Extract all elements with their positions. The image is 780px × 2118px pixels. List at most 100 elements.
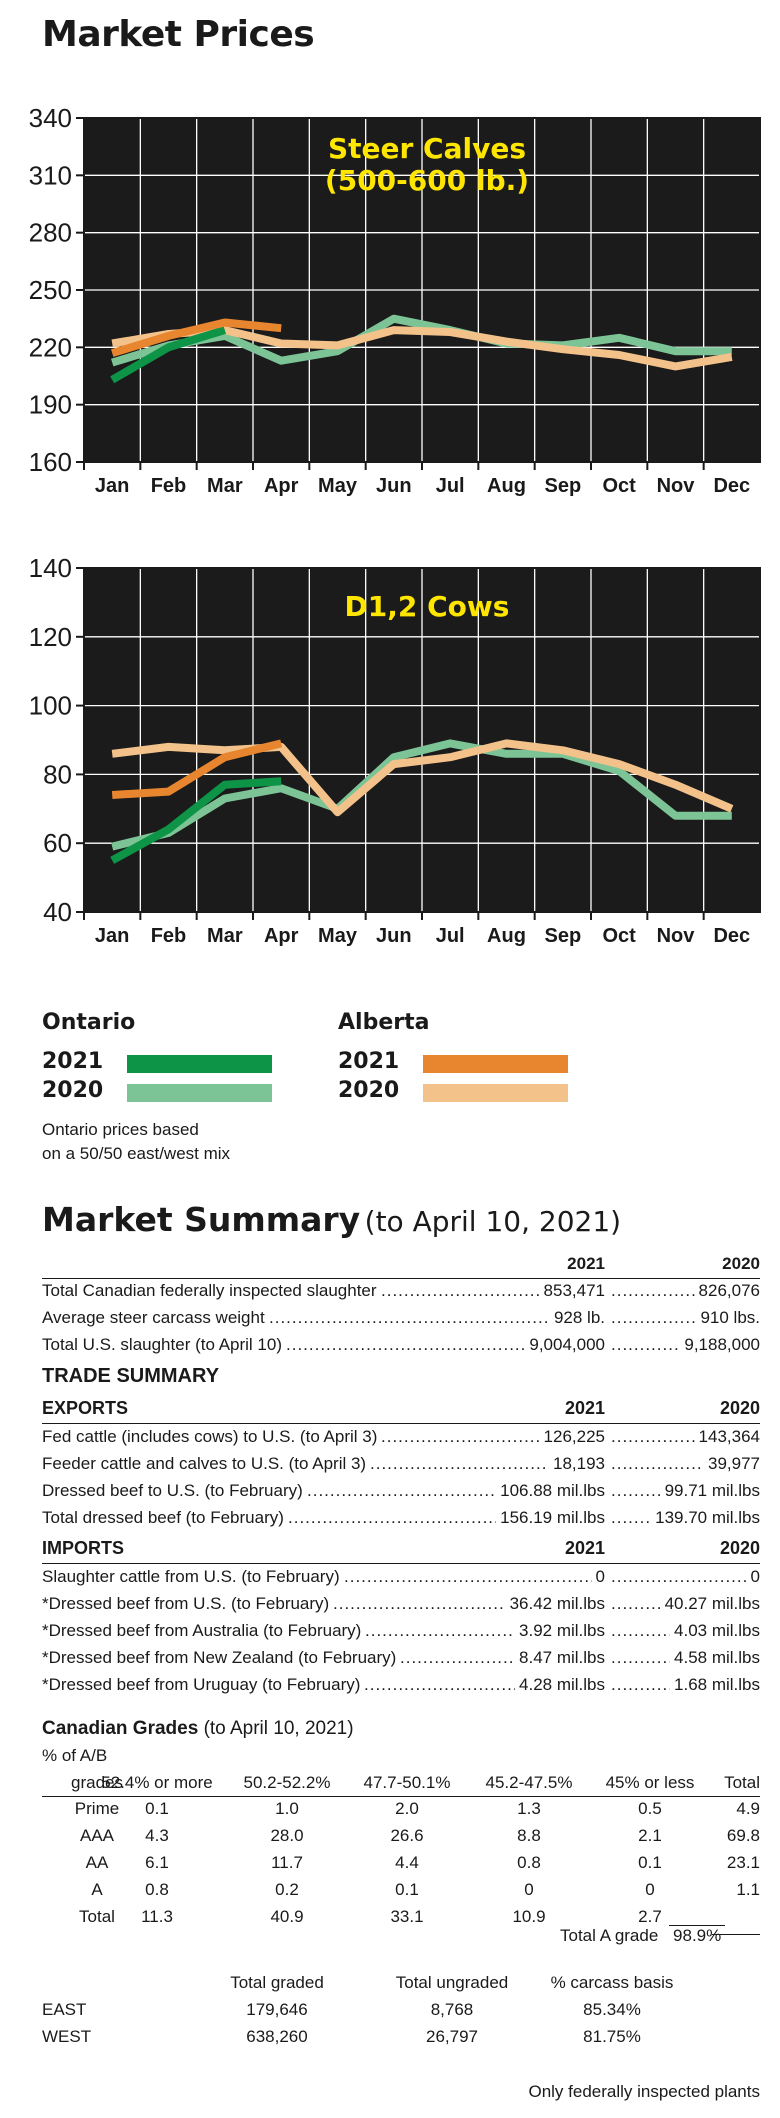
- x-tick-label: Feb: [151, 475, 187, 497]
- import-value-2020: 4.58 mil.lbs: [674, 1648, 760, 1667]
- y-tick-label: 280: [29, 218, 72, 248]
- grades-cell: 0.8: [145, 1880, 169, 1899]
- grades-pct-label: % of A/B: [42, 1746, 108, 1765]
- export-label: Fed cattle (includes cows) to U.S. (to A…: [42, 1427, 378, 1446]
- dot-leader: ..................................: [365, 1621, 515, 1640]
- x-tick-label: Jun: [376, 925, 412, 947]
- grades-header-cell: 45% or less: [605, 1773, 695, 1792]
- export-value-2021: 156.19 mil.lbs: [500, 1508, 605, 1527]
- summary-label: Total Canadian federally inspected slaug…: [42, 1281, 377, 1300]
- y-tick-label: 80: [43, 759, 72, 789]
- grades-title: Canadian Grades: [42, 1718, 199, 1739]
- dot-leader: ...................: [611, 1427, 695, 1446]
- grades-cell: AAA: [79, 1826, 115, 1845]
- ungraded-row: WEST 638,260 26,797 81.75%: [42, 2024, 760, 2050]
- grades-cell: 1.3: [517, 1799, 541, 1818]
- d12-cows-chart: 40 60 80 100 120 140 Jan Feb Mar Apr May Jun Jul Aug S…: [29, 553, 761, 947]
- ungraded-row: EAST 179,646 8,768 85.34%: [42, 1997, 760, 2023]
- dot-leader: ...................: [611, 1308, 696, 1327]
- exports-col-2020: 2020: [719, 1398, 760, 1418]
- summary-value-2021: 928 lb.: [553, 1308, 605, 1327]
- imports-col-2021: 2021: [564, 1538, 605, 1558]
- grades-cell: 2.7: [638, 1907, 662, 1926]
- exports-header-row: EXPORTS 2021 2020: [42, 1398, 760, 1422]
- dot-leader: .........: [611, 1508, 651, 1527]
- total-a-value: 98.9%: [669, 1925, 726, 1946]
- grades-subtitle: (to April 10, 2021): [203, 1718, 354, 1739]
- ontario-note-line1: Ontario prices based: [42, 1120, 199, 1139]
- y-tick-label: 340: [29, 103, 72, 133]
- grades-header-row: grades 52.4% or more 50.2-52.2% 47.7-50.1% 4…: [42, 1770, 760, 1796]
- imports-header-row: IMPORTS 2021 2020: [42, 1538, 760, 1562]
- summary-header-row: 2021 2020: [42, 1251, 760, 1277]
- export-value-2021: 106.88 mil.lbs: [500, 1481, 605, 1500]
- x-tick-label: Jan: [95, 925, 129, 947]
- summary-value-2020: 910 lbs.: [700, 1308, 760, 1327]
- grades-cell: 11.7: [271, 1853, 303, 1872]
- exports-rule: [42, 1423, 760, 1424]
- trade-summary-title: TRADE SUMMARY: [42, 1365, 220, 1387]
- x-tick-label: Apr: [264, 925, 299, 947]
- chart-title: (500-600 lb.): [325, 164, 529, 197]
- grades-cell: 69.8: [726, 1826, 760, 1845]
- dot-leader: ........................................…: [286, 1335, 525, 1354]
- legend-alberta-title: Alberta: [338, 1010, 430, 1035]
- grades-header-cell: 45.2-47.5%: [485, 1773, 573, 1792]
- legend-alberta-2020: 2020: [338, 1078, 400, 1103]
- grades-cell: 0.1: [145, 1799, 169, 1818]
- grades-header-cell: 47.7-50.1%: [363, 1773, 451, 1792]
- import-label: *Dressed beef from Uruguay (to February): [42, 1675, 361, 1694]
- grades-cell: 10.9: [512, 1907, 546, 1926]
- dot-leader: ..........................: [400, 1648, 515, 1667]
- grades-cell: 0.1: [638, 1853, 662, 1872]
- y-tick-label: 120: [29, 622, 72, 652]
- dot-leader: ........................................…: [269, 1308, 550, 1327]
- dot-leader: ....................................: [381, 1281, 540, 1300]
- grades-header-cell: grades: [71, 1773, 123, 1792]
- export-value-2021: 126,225: [543, 1427, 605, 1446]
- dot-leader: ..................................: [364, 1675, 515, 1694]
- ungraded-header-cell: % carcass basis: [550, 1973, 674, 1992]
- x-tick-label: Jul: [436, 475, 465, 497]
- grades-cell: 40.9: [270, 1907, 304, 1926]
- market-summary-title: Market Summary: [42, 1200, 361, 1239]
- x-tick-label: Jun: [376, 475, 412, 497]
- dot-leader: ...............................: [611, 1567, 747, 1586]
- x-tick-label: May: [318, 475, 358, 497]
- y-tick-label: 160: [29, 447, 72, 477]
- dot-leader: .......................................: [333, 1594, 506, 1613]
- x-tick-label: Jan: [95, 475, 129, 497]
- grades-header-cell: 50.2-52.2%: [243, 1773, 331, 1792]
- ungraded-cell: 85.34%: [583, 2000, 641, 2019]
- x-tick-label: Mar: [207, 475, 243, 497]
- grades-row: A 0.8 0.2 0.1 0 0 1.1: [42, 1877, 760, 1903]
- ungraded-cell: EAST: [42, 2000, 87, 2019]
- grades-row: AA 6.1 11.7 4.4 0.8 0.1 23.1: [42, 1850, 760, 1876]
- export-row: Fed cattle (includes cows) to U.S. (to A…: [42, 1424, 760, 1450]
- grades-cell: 0.1: [395, 1880, 419, 1899]
- import-value-2021: 36.42 mil.lbs: [509, 1594, 605, 1613]
- import-row: *Dressed beef from Uruguay (to February)…: [42, 1672, 760, 1698]
- grades-heading: Canadian Grades (to April 10, 2021): [42, 1718, 354, 1740]
- legend-swatch-alberta-2020: [423, 1084, 568, 1102]
- summary-label: Total U.S. slaughter (to April 10): [42, 1335, 283, 1354]
- import-label: *Dressed beef from Australia (to Februar…: [42, 1621, 362, 1640]
- grades-cell: 0.5: [638, 1799, 662, 1818]
- grades-row: AAA 4.3 28.0 26.6 8.8 2.1 69.8: [42, 1823, 760, 1849]
- grades-cell: Prime: [74, 1799, 120, 1818]
- export-label: Total dressed beef (to February): [42, 1508, 284, 1527]
- y-tick-label: 100: [29, 691, 72, 721]
- grades-cell: 0: [645, 1880, 655, 1899]
- market-summary-subtitle: (to April 10, 2021): [364, 1205, 622, 1238]
- x-tick-label: Aug: [487, 925, 526, 947]
- dot-leader: ............: [611, 1594, 661, 1613]
- market-summary-heading: Market Summary (to April 10, 2021): [42, 1200, 621, 1239]
- imports-col-2020: 2020: [719, 1538, 760, 1558]
- x-tick-label: Sep: [544, 925, 581, 947]
- series-line-ontario-2020: [111, 739, 732, 851]
- grades-cell: 26.6: [390, 1826, 424, 1845]
- summary-row: Total Canadian federally inspected slaug…: [42, 1278, 760, 1304]
- grades-cell: Total: [79, 1907, 115, 1926]
- grades-cell: 28.0: [270, 1826, 304, 1845]
- chart-title: Steer Calves: [328, 132, 526, 165]
